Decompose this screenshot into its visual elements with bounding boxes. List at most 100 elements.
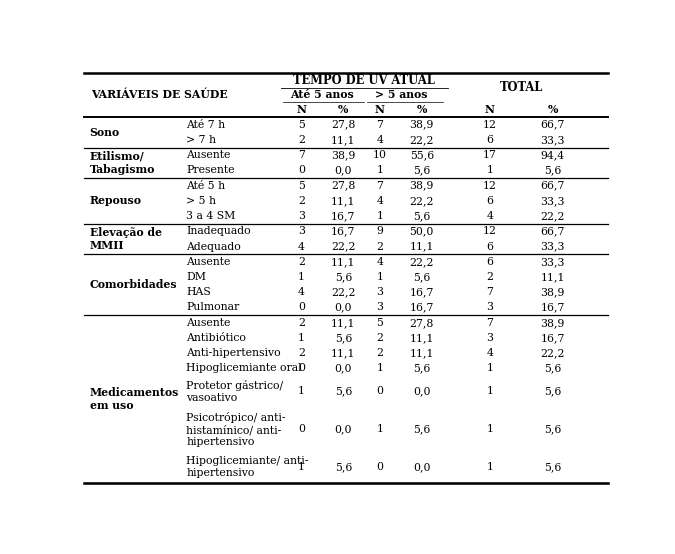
Text: 2: 2 <box>377 333 383 343</box>
Text: 27,8: 27,8 <box>331 120 356 130</box>
Text: 16,7: 16,7 <box>541 333 565 343</box>
Text: 11,1: 11,1 <box>410 242 434 252</box>
Text: 5,6: 5,6 <box>544 386 561 396</box>
Text: Anti-hipertensivo: Anti-hipertensivo <box>186 348 281 358</box>
Text: 3: 3 <box>298 211 305 221</box>
Text: %: % <box>338 104 348 115</box>
Text: 0,0: 0,0 <box>413 386 431 396</box>
Text: 1: 1 <box>486 166 493 176</box>
Text: 5,6: 5,6 <box>413 166 431 176</box>
Text: 4: 4 <box>377 135 383 145</box>
Text: 66,7: 66,7 <box>541 227 565 237</box>
Text: 1: 1 <box>377 424 383 434</box>
Text: 16,7: 16,7 <box>331 227 356 237</box>
Text: Protetor gástrico/
vasoativo: Protetor gástrico/ vasoativo <box>186 380 284 403</box>
Text: 3: 3 <box>377 302 383 312</box>
Text: > 5 anos: > 5 anos <box>375 89 427 100</box>
Text: 1: 1 <box>298 463 305 473</box>
Text: 0,0: 0,0 <box>335 363 352 373</box>
Text: 0,0: 0,0 <box>413 463 431 473</box>
Text: 12: 12 <box>483 181 497 191</box>
Text: DM: DM <box>186 272 207 282</box>
Text: 33,3: 33,3 <box>540 135 565 145</box>
Text: 0,0: 0,0 <box>335 424 352 434</box>
Text: 33,3: 33,3 <box>540 196 565 206</box>
Text: 2: 2 <box>298 348 305 358</box>
Text: 0: 0 <box>377 386 383 396</box>
Text: 2: 2 <box>298 135 305 145</box>
Text: 0: 0 <box>298 166 305 176</box>
Text: 1: 1 <box>486 363 493 373</box>
Text: 5: 5 <box>377 318 383 328</box>
Text: 16,7: 16,7 <box>541 302 565 312</box>
Text: 55,6: 55,6 <box>410 150 434 160</box>
Text: 5,6: 5,6 <box>335 386 352 396</box>
Text: 50,0: 50,0 <box>410 227 434 237</box>
Text: 27,8: 27,8 <box>331 181 356 191</box>
Text: 6: 6 <box>486 242 493 252</box>
Text: 3: 3 <box>486 333 493 343</box>
Text: > 7 h: > 7 h <box>186 135 217 145</box>
Text: 2: 2 <box>298 196 305 206</box>
Text: 10: 10 <box>373 150 387 160</box>
Text: TEMPO DE UV ATUAL: TEMPO DE UV ATUAL <box>294 74 435 87</box>
Text: 4: 4 <box>377 196 383 206</box>
Text: 22,2: 22,2 <box>540 211 565 221</box>
Text: Medicamentos
em uso: Medicamentos em uso <box>90 387 179 411</box>
Text: 1: 1 <box>377 272 383 282</box>
Text: Hipoglicemiante oral: Hipoglicemiante oral <box>186 363 302 373</box>
Text: 4: 4 <box>298 288 305 297</box>
Text: 5,6: 5,6 <box>335 272 352 282</box>
Text: 66,7: 66,7 <box>541 120 565 130</box>
Text: 1: 1 <box>486 463 493 473</box>
Text: Ausente: Ausente <box>186 150 231 160</box>
Text: N: N <box>375 104 385 115</box>
Text: 4: 4 <box>487 348 493 358</box>
Text: 4: 4 <box>487 211 493 221</box>
Text: 0,0: 0,0 <box>335 302 352 312</box>
Text: Psicotrópico/ anti-
histamínico/ anti-
hipertensivo: Psicotrópico/ anti- histamínico/ anti- h… <box>186 412 286 447</box>
Text: Etilismo/
Tabagismo: Etilismo/ Tabagismo <box>90 151 155 175</box>
Text: 5,6: 5,6 <box>544 424 561 434</box>
Text: TOTAL: TOTAL <box>500 81 543 94</box>
Text: 5,6: 5,6 <box>413 363 431 373</box>
Text: 66,7: 66,7 <box>541 181 565 191</box>
Text: Presente: Presente <box>186 166 235 176</box>
Text: 38,9: 38,9 <box>410 181 434 191</box>
Text: 5,6: 5,6 <box>413 272 431 282</box>
Text: 1: 1 <box>298 386 305 396</box>
Text: Repouso: Repouso <box>90 196 142 206</box>
Text: Sono: Sono <box>90 127 119 138</box>
Text: 12: 12 <box>483 120 497 130</box>
Text: 16,7: 16,7 <box>410 288 434 297</box>
Text: 1: 1 <box>298 333 305 343</box>
Text: N: N <box>296 104 306 115</box>
Text: VARIÁVEIS DE SAÚDE: VARIÁVEIS DE SAÚDE <box>90 89 227 100</box>
Text: 94,4: 94,4 <box>541 150 564 160</box>
Text: 0: 0 <box>298 363 305 373</box>
Text: 16,7: 16,7 <box>410 302 434 312</box>
Text: Até 5 h: Até 5 h <box>186 181 225 191</box>
Text: 5,6: 5,6 <box>413 424 431 434</box>
Text: 1: 1 <box>377 166 383 176</box>
Text: 5,6: 5,6 <box>544 363 561 373</box>
Text: 1: 1 <box>486 386 493 396</box>
Text: 5,6: 5,6 <box>335 463 352 473</box>
Text: 6: 6 <box>486 257 493 267</box>
Text: 5,6: 5,6 <box>335 333 352 343</box>
Text: 2: 2 <box>298 318 305 328</box>
Text: Até 7 h: Até 7 h <box>186 120 225 130</box>
Text: 5,6: 5,6 <box>413 211 431 221</box>
Text: Pulmonar: Pulmonar <box>186 302 240 312</box>
Text: 0: 0 <box>298 424 305 434</box>
Text: Antibiótico: Antibiótico <box>186 333 246 343</box>
Text: 22,2: 22,2 <box>540 348 565 358</box>
Text: 7: 7 <box>298 150 305 160</box>
Text: 38,9: 38,9 <box>410 120 434 130</box>
Text: 38,9: 38,9 <box>541 318 565 328</box>
Text: 7: 7 <box>377 181 383 191</box>
Text: 5: 5 <box>298 181 305 191</box>
Text: %: % <box>416 104 427 115</box>
Text: 11,1: 11,1 <box>331 257 356 267</box>
Text: 6: 6 <box>486 135 493 145</box>
